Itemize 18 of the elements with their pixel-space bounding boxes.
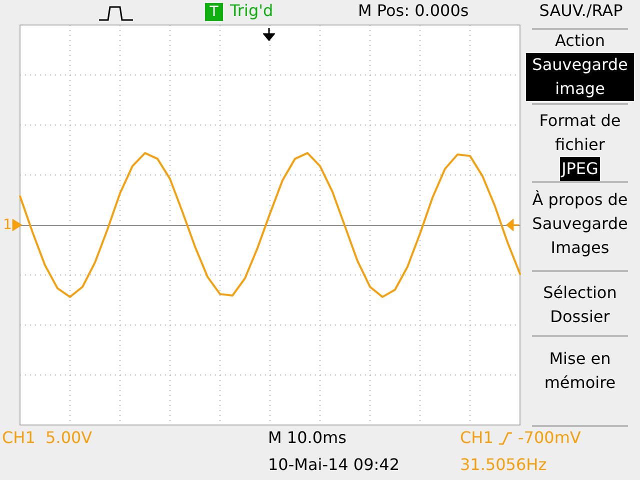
text: -700mV <box>518 428 581 447</box>
text: M Pos: 0.000s <box>358 1 469 20</box>
text: CH1 5.00V <box>2 428 92 447</box>
text: Sélection Dossier <box>542 282 618 328</box>
text: 31.5056Hz <box>460 455 547 474</box>
text: T <box>205 3 223 21</box>
text: Trig'd <box>230 1 274 20</box>
text: Mise en mémoire <box>543 348 617 394</box>
text: Format de fichier <box>538 110 622 156</box>
text: SAUV./RAP <box>538 1 624 20</box>
text: JPEG <box>560 157 600 181</box>
text: À propos de Sauvegarde Images <box>531 189 629 259</box>
text: CH1 <box>460 428 494 447</box>
text: Sauvegarde image <box>526 53 634 101</box>
text: 10-Mai-14 09:42 <box>268 455 400 474</box>
text: Action <box>554 30 606 52</box>
text: 1 <box>3 216 12 235</box>
text: M 10.0ms <box>268 428 346 447</box>
